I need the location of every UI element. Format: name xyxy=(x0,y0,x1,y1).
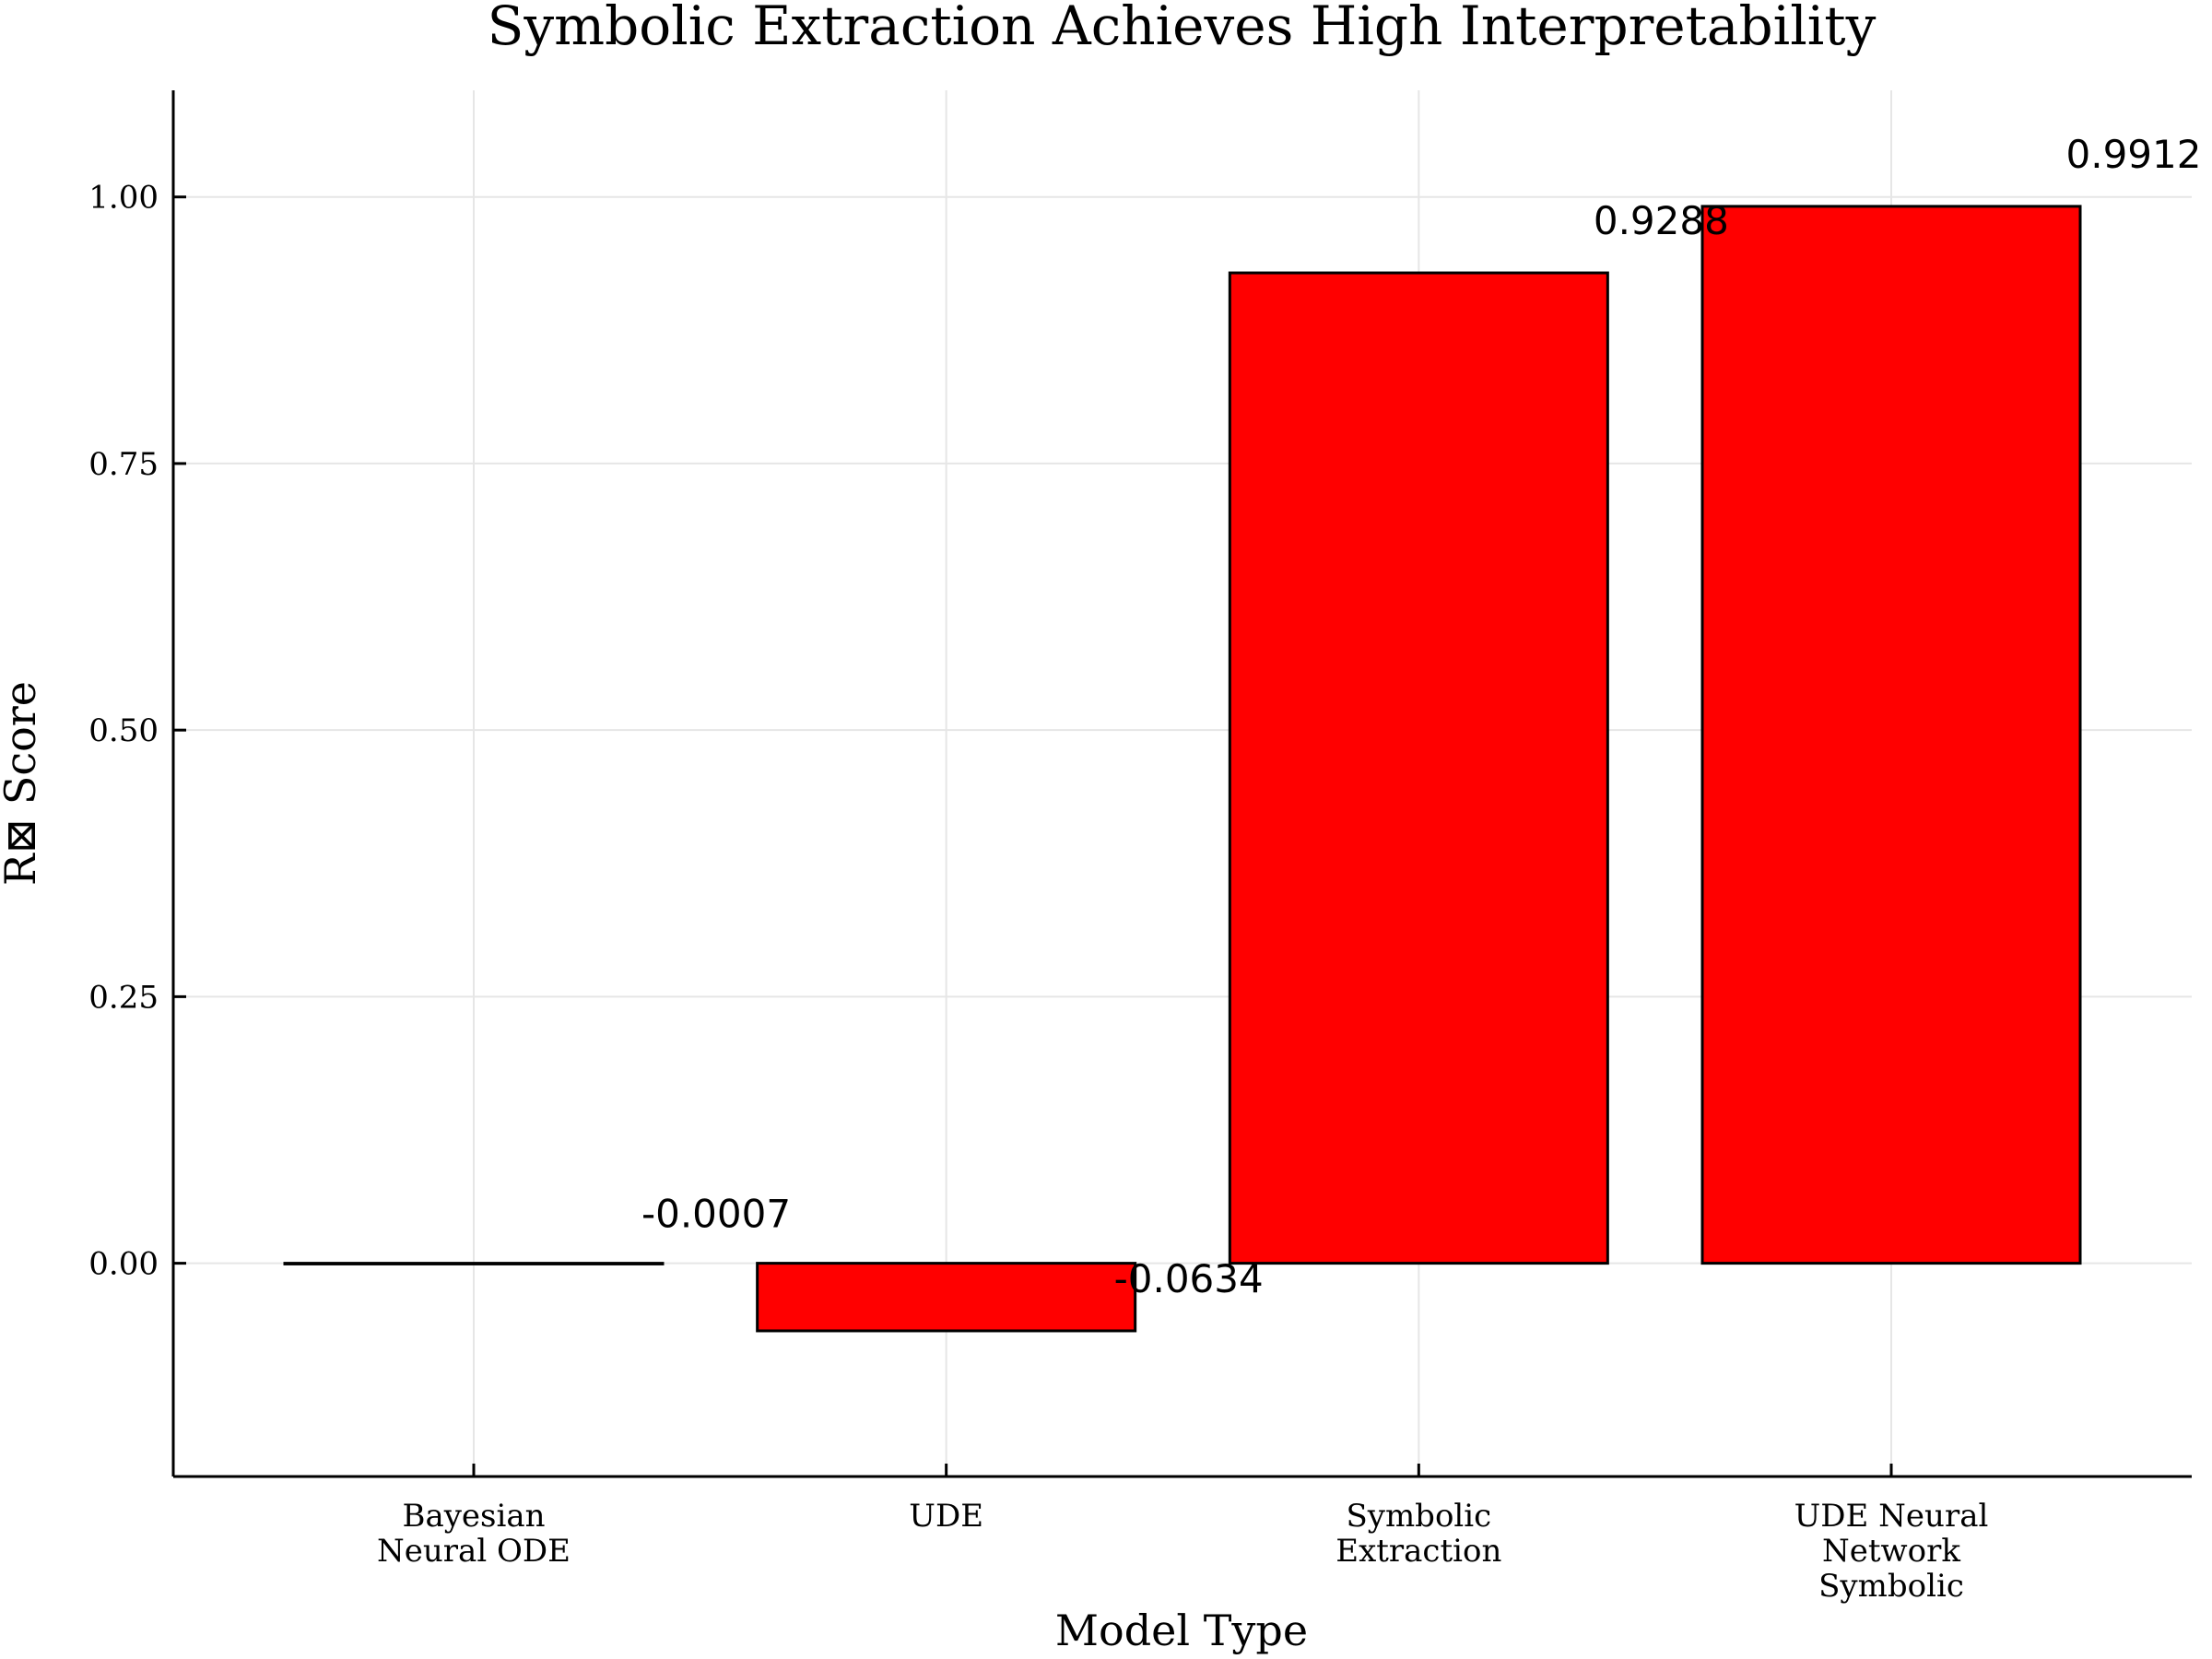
bar xyxy=(1228,271,1609,1265)
data-label: -0.0634 xyxy=(1114,1256,1264,1301)
bar xyxy=(283,1262,665,1265)
bar xyxy=(756,1262,1137,1333)
x-tick-label-line: Bayesian xyxy=(402,1498,545,1535)
y-tick-label: 0.00 xyxy=(88,1246,159,1283)
y-tick-label: 0.75 xyxy=(88,446,159,483)
bar xyxy=(1700,205,2082,1265)
x-tick-label: UDE xyxy=(909,1498,983,1535)
x-tick-label-line: Symbolic xyxy=(1818,1568,1964,1605)
data-label: -0.0007 xyxy=(641,1191,791,1236)
x-tick-label-line: Symbolic xyxy=(1346,1498,1491,1535)
x-tick-label-line: UDE Neural xyxy=(1794,1498,1989,1535)
x-tick-label: UDE Neural Network Symbolic xyxy=(1794,1498,1989,1605)
bars xyxy=(283,205,2082,1333)
x-tick-label: Bayesian Neural ODE xyxy=(377,1498,571,1570)
data-label: 0.9288 xyxy=(1594,198,1729,243)
chart-title: Symbolic Extraction Achieves High Interp… xyxy=(488,0,1877,57)
x-axis-label: Model Type xyxy=(1055,1606,1308,1655)
x-tick-label-line: Neural ODE xyxy=(377,1533,571,1570)
tick-labels: 0.00 0.25 0.50 0.75 1.00 Bayesian Neural ODE UD… xyxy=(88,180,1988,1605)
axes xyxy=(171,90,2192,1478)
x-tick-label-line: UDE xyxy=(909,1498,983,1535)
x-tick-label-line: Extraction xyxy=(1335,1533,1501,1570)
x-tick-label-line: Network xyxy=(1822,1533,1960,1570)
data-label: 0.9912 xyxy=(2066,132,2202,177)
y-tick-label: 0.50 xyxy=(88,712,159,749)
y-axis-label: R⊠ Score xyxy=(0,681,45,886)
y-tick-label: 1.00 xyxy=(88,180,159,217)
x-tick-label: Symbolic Extraction xyxy=(1335,1498,1501,1570)
data-labels: -0.0007 -0.0634 0.9288 0.9912 xyxy=(641,132,2202,1301)
y-tick-label: 0.25 xyxy=(88,979,159,1016)
